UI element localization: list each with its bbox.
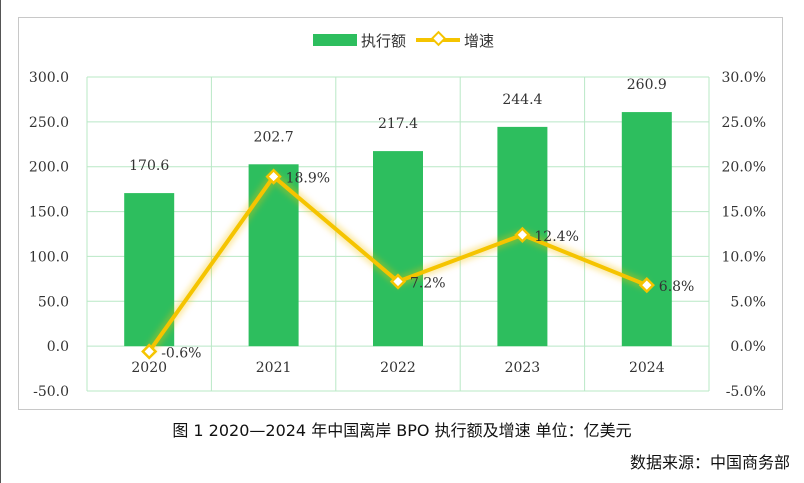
growth-value-label: 7.2%	[410, 276, 446, 292]
x-tick-label: 2023	[505, 360, 541, 376]
bar-2022	[373, 151, 423, 347]
bar-value-label: 202.7	[254, 129, 294, 145]
growth-point-2024	[638, 277, 655, 294]
y-right-tick-label: 10.0%	[722, 249, 766, 265]
bar-value-label: 217.4	[378, 116, 418, 132]
growth-point-2023	[514, 226, 531, 244]
line-layer	[141, 168, 655, 360]
data-source: 数据来源：中国商务部	[629, 453, 790, 472]
y-right-tick-label: 15.0%	[722, 205, 766, 221]
bar-2024	[621, 112, 672, 347]
bar-value-label: 260.9	[627, 77, 667, 93]
y-right-tick-label: 30.0%	[722, 70, 766, 86]
x-tick-label: 2021	[256, 360, 292, 376]
growth-value-label: 6.8%	[659, 279, 695, 295]
bar-value-label: 244.4	[502, 92, 542, 108]
legend-line-marker	[430, 30, 447, 47]
y-left-tick-label: -50.0	[33, 384, 69, 400]
bar-value-label: 170.6	[129, 158, 169, 174]
chart-caption: 图 1 2020—2024 年中国离岸 BPO 执行额及增速 单位：亿美元	[172, 421, 632, 440]
y-left-tick-label: 300.0	[29, 70, 69, 86]
y-right-tick-label: 5.0%	[730, 294, 766, 310]
x-tick-label: 2020	[131, 360, 167, 376]
growth-point-2020	[141, 343, 158, 360]
growth-value-label: 18.9%	[286, 171, 330, 187]
label-layer: 170.6 202.7 217.4 244.4 260.9 -0.6% 18.9% 7.2% 1…	[129, 77, 694, 361]
axis-layer: 300.0 30.0% 250.0 25.0% 200.0 20.0% 150.0 15.0%…	[29, 70, 766, 400]
legend-line-label: 增速	[464, 32, 494, 50]
growth-point-2021	[265, 168, 282, 185]
y-left-tick-label: 250.0	[29, 115, 69, 131]
growth-value-label: -0.6%	[161, 346, 201, 362]
x-tick-label: 2022	[380, 360, 416, 376]
y-left-tick-label: 150.0	[29, 205, 69, 221]
y-left-tick-label: 100.0	[29, 249, 69, 265]
growth-point-2022	[389, 273, 407, 290]
chart-frame	[18, 17, 783, 410]
y-left-tick-label: 0.0	[47, 339, 69, 355]
left-edge-line	[0, 0, 1, 483]
x-tick-label: 2024	[629, 360, 665, 376]
chart-legend: 执行额 增速	[313, 30, 494, 50]
y-left-tick-label: 50.0	[38, 294, 69, 310]
legend-bar-swatch	[313, 34, 357, 46]
growth-value-label: 12.4%	[534, 229, 578, 245]
y-right-tick-label: 20.0%	[722, 160, 766, 176]
y-left-tick-label: 200.0	[29, 160, 69, 176]
legend-bar-label: 执行额	[361, 32, 406, 50]
bar-layer	[124, 112, 672, 347]
chart-svg: 执行额 增速 170.6 202.7 217.4 244.4 260.9 -0.6% 18.…	[29, 30, 766, 400]
y-right-tick-label: 0.0%	[730, 339, 766, 355]
y-right-tick-label: -5.0%	[726, 384, 766, 400]
y-right-tick-label: 25.0%	[722, 115, 766, 131]
